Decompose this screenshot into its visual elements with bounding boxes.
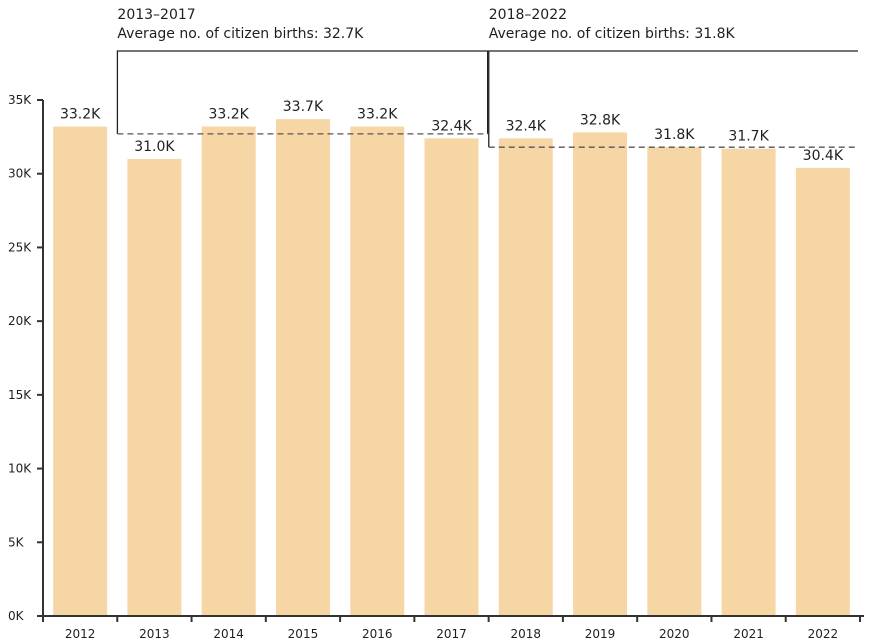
x-axis: 2012 2013 2014 2015 2016 2017 2018 2019 2020 2021… — [42, 615, 864, 641]
period-bracket-2018-2022 — [488, 50, 858, 148]
bar-2014 — [201, 126, 256, 616]
period-annotations: 2013–2017 Average no. of citizen births: … — [116, 7, 858, 148]
bar-2018 — [498, 138, 553, 616]
average-label-2013-2017: Average no. of citizen births: 32.7K — [117, 26, 364, 42]
period-bracket-2013-2017 — [116, 50, 489, 134]
y-tick-label: 15K — [8, 388, 32, 402]
data-label-2017: 32.4K — [431, 118, 472, 134]
y-axis: 0K 5K 10K 15K 20K 25K 30K 35K — [8, 93, 44, 623]
x-tick-label-2019: 2019 — [585, 627, 616, 641]
data-label-2021: 31.7K — [728, 129, 769, 145]
data-label-2012: 33.2K — [60, 107, 101, 123]
x-tick-label-2013: 2013 — [139, 627, 170, 641]
bar-2016 — [350, 126, 405, 616]
x-tick-label-2021: 2021 — [733, 627, 764, 641]
y-tick-label: 20K — [8, 314, 32, 328]
bar-2021 — [721, 148, 776, 616]
bars: 33.2K 31.0K 33.2K 33.7K 33.2K 32.4K 32.4K 32.8K… — [53, 99, 850, 617]
y-tick-label: 30K — [8, 167, 32, 181]
x-tick-label-2017: 2017 — [436, 627, 467, 641]
x-tick-label-2012: 2012 — [65, 627, 96, 641]
data-label-2016: 33.2K — [357, 107, 398, 123]
x-tick-label-2015: 2015 — [288, 627, 319, 641]
data-label-2022: 30.4K — [803, 148, 844, 164]
y-tick-label: 0K — [8, 609, 25, 623]
x-tick-label-2022: 2022 — [808, 627, 839, 641]
y-tick-label: 5K — [8, 535, 25, 549]
period-label-2013-2017: 2013–2017 — [117, 7, 195, 23]
x-tick-label-2018: 2018 — [510, 627, 541, 641]
data-label-2015: 33.7K — [283, 99, 324, 115]
x-tick-label-2016: 2016 — [362, 627, 393, 641]
bar-2020 — [647, 147, 702, 617]
data-label-2018: 32.4K — [506, 118, 547, 134]
bar-2013 — [127, 158, 182, 616]
data-label-2013: 31.0K — [134, 139, 175, 155]
data-label-2020: 31.8K — [654, 127, 695, 143]
bar-2012 — [53, 126, 108, 616]
period-label-2018-2022: 2018–2022 — [489, 7, 567, 23]
x-tick-label-2020: 2020 — [659, 627, 690, 641]
bar-2017 — [424, 138, 479, 616]
bar-2015 — [275, 119, 330, 616]
data-label-2014: 33.2K — [209, 107, 250, 123]
bar-2019 — [573, 132, 628, 617]
x-tick-label-2014: 2014 — [213, 627, 244, 641]
y-tick-label: 25K — [8, 240, 32, 254]
data-label-2019: 32.8K — [580, 112, 621, 128]
y-tick-label: 35K — [8, 93, 32, 107]
y-tick-label: 10K — [8, 462, 32, 476]
bar-2022 — [795, 167, 850, 616]
average-label-2018-2022: Average no. of citizen births: 31.8K — [489, 26, 736, 42]
